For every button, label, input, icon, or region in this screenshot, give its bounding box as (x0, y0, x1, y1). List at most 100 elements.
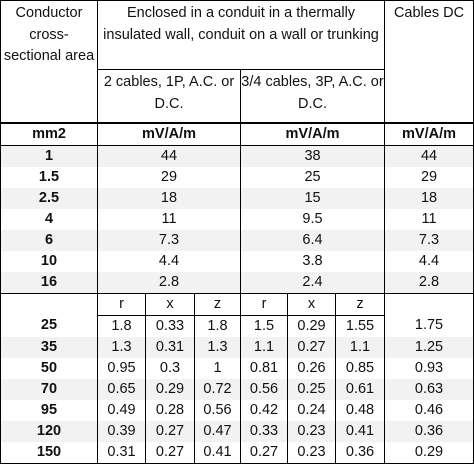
header-three-four-cables: 3/4 cables, 3P, A.C. or D.C. (239, 69, 386, 123)
cell-x-three: 0.26 (287, 357, 336, 379)
cell-dc: 1.75 (384, 315, 474, 337)
table-row: 35 1.3 0.31 1.3 1.1 0.27 1.1 1.25 (0, 336, 474, 358)
cell-r-three: 1.5 (240, 314, 288, 337)
cell-x-three: 0.23 (287, 420, 336, 442)
table-row: 6 7.3 6.4 7.3 (0, 229, 474, 251)
table-row: 150 0.31 0.27 0.41 0.27 0.23 0.36 0.29 (0, 441, 474, 464)
cell-dc: 29 (384, 166, 474, 188)
cell-r-two: 0.31 (97, 441, 146, 464)
table-row: 2.5 18 15 18 (0, 187, 474, 209)
cell-r-three: 0.56 (240, 378, 288, 400)
row-size: 50 (0, 357, 98, 379)
cell-z-two: 1.3 (194, 336, 241, 358)
header-two-cables: 2 cables, 1P, A.C. or D.C. (97, 69, 241, 123)
label-x-two: x (145, 292, 195, 316)
row-size: 1.5 (0, 166, 98, 188)
voltage-drop-table: Conductor cross-sectional area Enclosed … (0, 0, 474, 464)
cell-x-three: 0.23 (287, 441, 336, 464)
cell-dc: 4.4 (384, 250, 474, 272)
cell-r-two: 0.49 (97, 399, 146, 421)
cell-two-cables: 4.4 (97, 250, 241, 272)
cell-x-two: 0.29 (145, 378, 195, 400)
cell-x-three: 0.27 (287, 336, 336, 358)
cell-x-two: 0.27 (145, 420, 195, 442)
cell-z-three: 1.55 (334, 314, 386, 337)
cell-two-cables: 18 (97, 187, 241, 209)
label-r-three: r (240, 292, 288, 316)
header-enclosed-conduit: Enclosed in a conduit in a thermally ins… (96, 0, 386, 70)
cell-three-cables: 9.5 (239, 208, 386, 230)
cell-x-three: 0.29 (287, 314, 336, 337)
row-size: 16 (0, 271, 98, 294)
row-size: 95 (0, 399, 98, 421)
cell-two-cables: 2.8 (97, 271, 241, 294)
cell-z-three: 0.85 (334, 357, 386, 379)
cell-r-two: 1.3 (97, 336, 146, 358)
cell-two-cables: 7.3 (97, 229, 241, 251)
cell-z-two: 0.47 (194, 420, 241, 442)
cell-z-three: 0.41 (334, 420, 386, 442)
cell-z-three: 1.1 (334, 336, 386, 358)
row-size: 120 (0, 420, 98, 442)
label-x-three: x (287, 292, 336, 316)
cell-z-three: 0.61 (334, 378, 386, 400)
cell-three-cables: 38 (239, 144, 386, 167)
cell-dc: 0.63 (384, 378, 474, 400)
unit-two-cables: mV/A/m (97, 121, 241, 146)
cell-dc: 0.93 (384, 357, 474, 379)
cell-dc: 2.8 (384, 271, 474, 294)
cell-three-cables: 6.4 (239, 229, 386, 251)
cell-x-two: 0.31 (145, 336, 195, 358)
cell-r-two: 0.95 (97, 357, 146, 379)
unit-three-cables: mV/A/m (239, 121, 386, 146)
cell-dc: 44 (384, 144, 474, 167)
cell-three-cables: 15 (239, 187, 386, 209)
table-row: 1.5 29 25 29 (0, 166, 474, 188)
cell-r-three: 0.81 (240, 357, 288, 379)
row-size: 150 (0, 441, 98, 464)
cell-two-cables: 44 (97, 144, 241, 167)
row-size: 10 (0, 250, 98, 272)
cell-z-two: 0.41 (194, 441, 241, 464)
cell-x-two: 0.3 (145, 357, 195, 379)
cell-r-three: 0.42 (240, 399, 288, 421)
row-size: 6 (0, 229, 98, 251)
cell-dc: 1.25 (384, 336, 474, 358)
table-row: 70 0.65 0.29 0.72 0.56 0.25 0.61 0.63 (0, 378, 474, 400)
cell-dc: 18 (384, 187, 474, 209)
table-row: 10 4.4 3.8 4.4 (0, 250, 474, 272)
cell-z-two: 0.72 (194, 378, 241, 400)
cell-x-two: 0.28 (145, 399, 195, 421)
cell-dc: 11 (384, 208, 474, 230)
row-size: 25 (0, 315, 98, 337)
unit-dc: mV/A/m (384, 121, 474, 146)
cell-x-three: 0.24 (287, 399, 336, 421)
cell-z-three: 0.36 (334, 441, 386, 464)
cell-x-two: 0.27 (145, 441, 195, 464)
cell-r-two: 0.65 (97, 378, 146, 400)
row-size: 70 (0, 378, 98, 400)
row-size: 2.5 (0, 187, 98, 209)
cell-three-cables: 25 (239, 166, 386, 188)
row-size: 35 (0, 336, 98, 358)
cell-z-two: 1 (194, 357, 241, 379)
table-row: 120 0.39 0.27 0.47 0.33 0.23 0.41 0.36 (0, 420, 474, 442)
cell-dc: 0.46 (384, 399, 474, 421)
unit-area: mm2 (0, 121, 98, 146)
header-cables-dc: Cables DC (384, 0, 474, 123)
cell-r-two: 0.39 (97, 420, 146, 442)
cell-x-two: 0.33 (145, 314, 195, 337)
cell-r-three: 0.27 (240, 441, 288, 464)
label-z-two: z (194, 292, 241, 316)
rxz-spacer (0, 292, 98, 315)
rxz-spacer-dc (384, 292, 474, 315)
cell-two-cables: 29 (97, 166, 241, 188)
rxz-header-row: r x z r x z (0, 292, 474, 316)
cell-dc: 0.29 (384, 441, 474, 464)
cell-dc: 7.3 (384, 229, 474, 251)
cell-three-cables: 3.8 (239, 250, 386, 272)
table-row: 1 44 38 44 (0, 144, 474, 167)
table-row: 16 2.8 2.4 2.8 (0, 271, 474, 294)
label-r-two: r (97, 292, 146, 316)
cell-r-three: 1.1 (240, 336, 288, 358)
